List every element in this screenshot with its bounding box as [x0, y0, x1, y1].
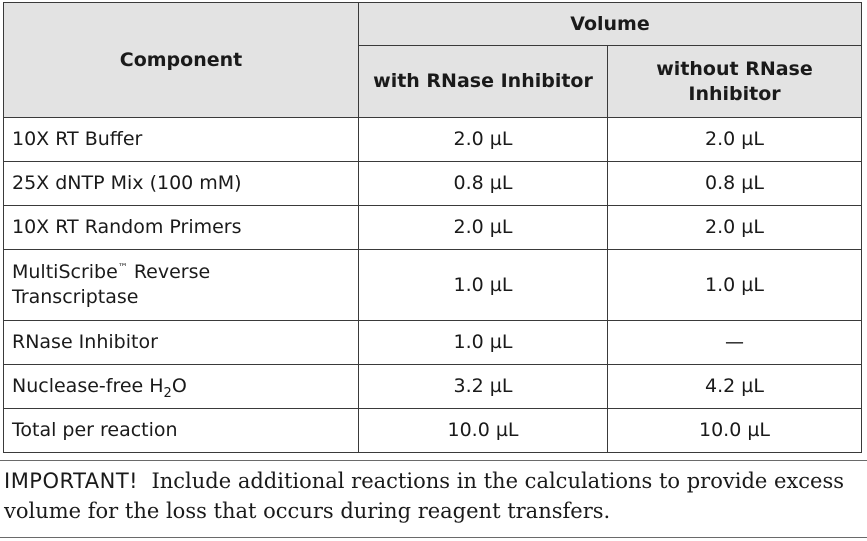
table-row: Total per reaction 10.0 µL 10.0 µL [3, 408, 863, 453]
component-name-part: O [171, 375, 187, 397]
component-cell: Total per reaction [3, 408, 359, 453]
header-without-line1: without RNase [656, 57, 813, 80]
without-inhibitor-cell: 4.2 µL [606, 364, 863, 409]
component-cell: RNase Inhibitor [3, 320, 359, 365]
table-row: RNase Inhibitor 1.0 µL — [3, 320, 863, 365]
component-cell: 25X dNTP Mix (100 mM) [3, 161, 359, 206]
without-inhibitor-cell: 0.8 µL [606, 161, 863, 206]
header-without-inhibitor: without RNase Inhibitor [606, 45, 863, 118]
component-name-part: Transcriptase [12, 286, 139, 308]
component-name-part: Reverse [127, 261, 211, 283]
table-row: 25X dNTP Mix (100 mM) 0.8 µL 0.8 µL [3, 161, 863, 206]
header-volume: Volume [357, 2, 863, 46]
header-component: Component [3, 2, 359, 118]
without-inhibitor-cell: 2.0 µL [606, 205, 863, 250]
with-inhibitor-cell: 3.2 µL [358, 364, 608, 409]
with-inhibitor-cell: 0.8 µL [358, 161, 608, 206]
note-text: Include additional reactions in the calc… [4, 469, 845, 523]
without-inhibitor-cell: 1.0 µL [606, 249, 863, 321]
subscript-two: 2 [163, 385, 172, 401]
with-inhibitor-cell: 2.0 µL [358, 117, 608, 162]
table-row: Nuclease-free H2O 3.2 µL 4.2 µL [3, 364, 863, 409]
with-inhibitor-cell: 10.0 µL [358, 408, 608, 453]
component-name-part: MultiScribe [12, 261, 118, 283]
note-divider-top [0, 460, 867, 461]
header-with-inhibitor: with RNase Inhibitor [358, 45, 608, 118]
component-name-part: Nuclease-free H [12, 375, 164, 397]
note-lead: IMPORTANT! [4, 469, 139, 493]
without-inhibitor-cell: 2.0 µL [606, 117, 863, 162]
table-row: MultiScribe™ Reverse Transcriptase 1.0 µ… [3, 249, 863, 321]
reagent-volume-table: Component Volume with RNase Inhibitor wi… [3, 2, 863, 453]
component-cell: Nuclease-free H2O [3, 364, 359, 409]
without-inhibitor-cell: 10.0 µL [606, 408, 863, 453]
without-inhibitor-cell: — [606, 320, 863, 365]
with-inhibitor-cell: 1.0 µL [358, 320, 608, 365]
header-without-line2: Inhibitor [688, 82, 781, 105]
important-note: IMPORTANT! Include additional reactions … [4, 466, 862, 526]
note-divider-bottom [0, 537, 867, 538]
component-cell: 10X RT Random Primers [3, 205, 359, 250]
with-inhibitor-cell: 1.0 µL [358, 249, 608, 321]
table-row: 10X RT Random Primers 2.0 µL 2.0 µL [3, 205, 863, 250]
component-cell: MultiScribe™ Reverse Transcriptase [3, 249, 359, 321]
component-cell: 10X RT Buffer [3, 117, 359, 162]
with-inhibitor-cell: 2.0 µL [358, 205, 608, 250]
trademark-symbol: ™ [117, 262, 128, 274]
table-row: 10X RT Buffer 2.0 µL 2.0 µL [3, 117, 863, 162]
